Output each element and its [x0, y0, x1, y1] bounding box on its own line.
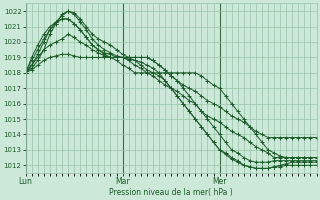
- X-axis label: Pression niveau de la mer( hPa ): Pression niveau de la mer( hPa ): [109, 188, 233, 197]
